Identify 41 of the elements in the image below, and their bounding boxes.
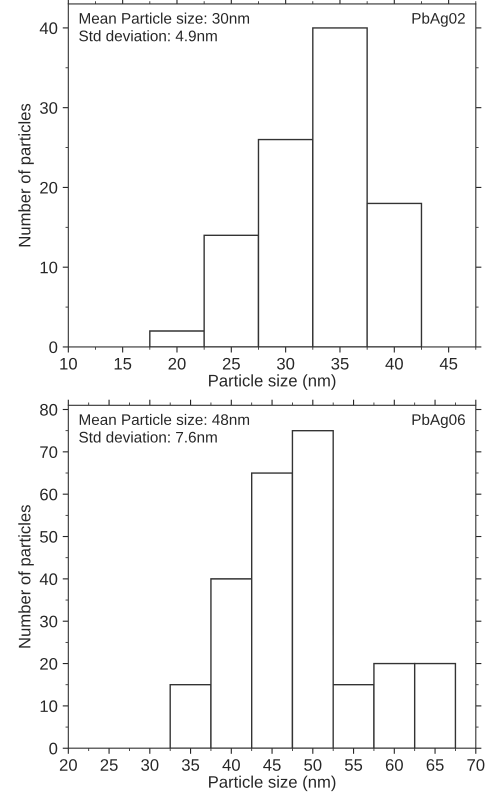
y-tick-label: 40 [40, 573, 58, 586]
annotation: Mean Particle size: 30nm Std deviation: 4.9nm [79, 12, 250, 42]
y-tick-label: 10 [40, 262, 58, 274]
x-tick-label: 35 [331, 358, 349, 370]
x-axis-title: Particle size (nm) [209, 776, 336, 792]
x-tick-label: 25 [100, 759, 118, 771]
y-tick-label: 50 [40, 530, 58, 543]
x-tick-label: 30 [277, 358, 294, 370]
x-tick-label: 15 [114, 358, 132, 370]
x-tick-label: 25 [222, 358, 240, 370]
y-tick-label: 20 [40, 182, 58, 194]
x-tick-label: 50 [304, 759, 322, 771]
x-tick-label: 45 [263, 759, 281, 771]
x-tick-label: 55 [344, 759, 362, 771]
x-tick-label: 35 [182, 759, 200, 771]
y-axis-title: Number of particles [18, 104, 34, 246]
x-tick-label: 20 [168, 358, 186, 370]
x-tick-label: 30 [141, 759, 158, 771]
annotation: PbAg06 [412, 414, 465, 428]
x-tick-label: 20 [60, 759, 77, 771]
x-axis-title: Particle size (nm) [209, 374, 336, 390]
x-tick-label: 40 [222, 759, 240, 771]
y-tick-label: 40 [40, 22, 58, 34]
annotation: Mean Particle size: 48nm Std deviation: 7.6nm [79, 414, 250, 443]
y-tick-label: 10 [40, 700, 58, 712]
annotation: PbAg02 [412, 12, 465, 27]
y-tick-label: 30 [40, 616, 58, 628]
y-axis-title: Number of particles [18, 505, 34, 648]
x-tick-label: 45 [440, 358, 458, 370]
x-tick-label: 65 [426, 759, 444, 771]
y-tick-label: 20 [40, 658, 58, 670]
x-tick-label: 70 [467, 759, 484, 771]
y-tick-label: 30 [40, 102, 58, 114]
y-tick-label: 80 [40, 404, 58, 416]
y-tick-label: 70 [40, 446, 58, 458]
y-tick-label: 0 [49, 341, 58, 354]
y-tick-label: 60 [40, 488, 58, 500]
x-tick-label: 40 [385, 358, 403, 370]
x-tick-label: 60 [386, 759, 403, 771]
x-tick-label: 10 [60, 358, 77, 370]
y-tick-label: 0 [49, 742, 58, 754]
